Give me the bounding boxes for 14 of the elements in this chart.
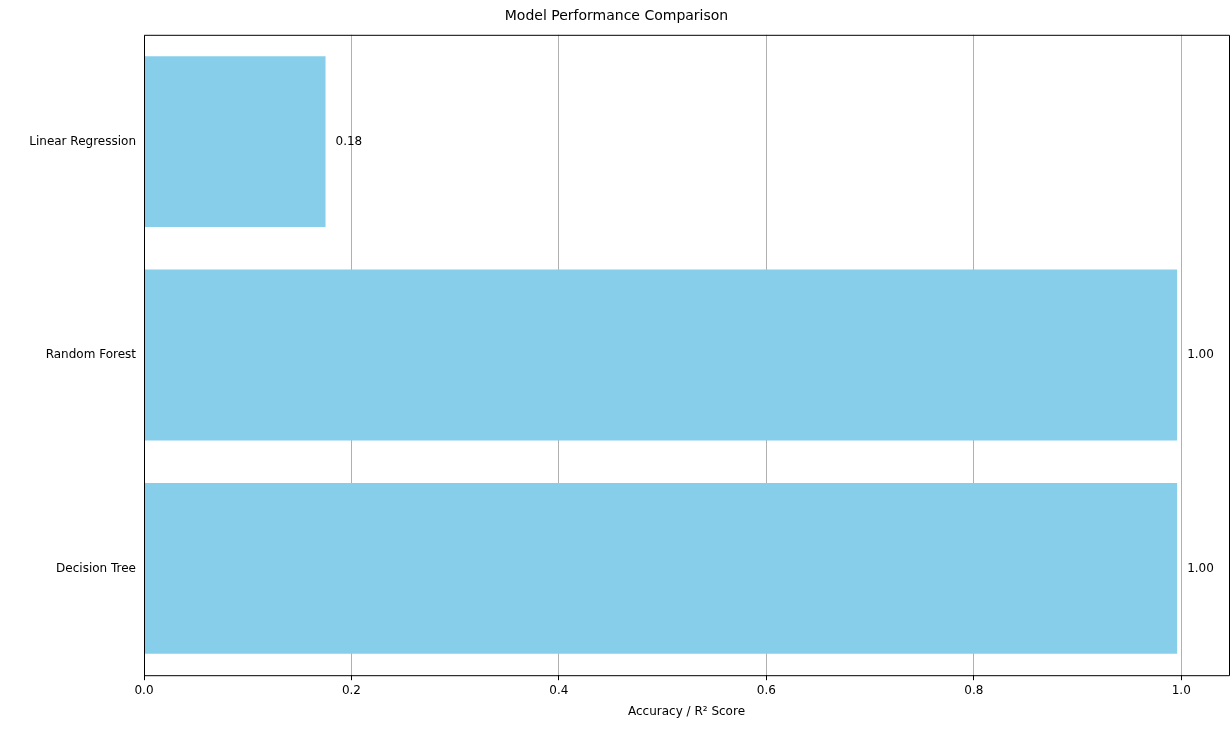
x-tick-label: 0.2 (341, 682, 361, 697)
x-tick-label: 0.8 (964, 682, 984, 697)
y-tick-label: Random Forest (45, 347, 137, 362)
y-tick-label: Decision Tree (56, 560, 136, 575)
x-tick-label: 0.0 (134, 682, 154, 697)
x-axis-title: Accuracy / R² Score (627, 703, 746, 718)
data-label: 1.00 (1187, 560, 1214, 575)
data-label: 1.00 (1187, 347, 1214, 362)
x-tick-label: 1.0 (1171, 682, 1191, 697)
x-tick-label: 0.4 (549, 682, 569, 697)
y-tick-label: Linear Regression (29, 133, 136, 148)
chart-title: Model Performance Comparison (504, 7, 729, 24)
x-tick-label: 0.6 (756, 682, 776, 697)
data-label: 0.18 (335, 133, 363, 148)
